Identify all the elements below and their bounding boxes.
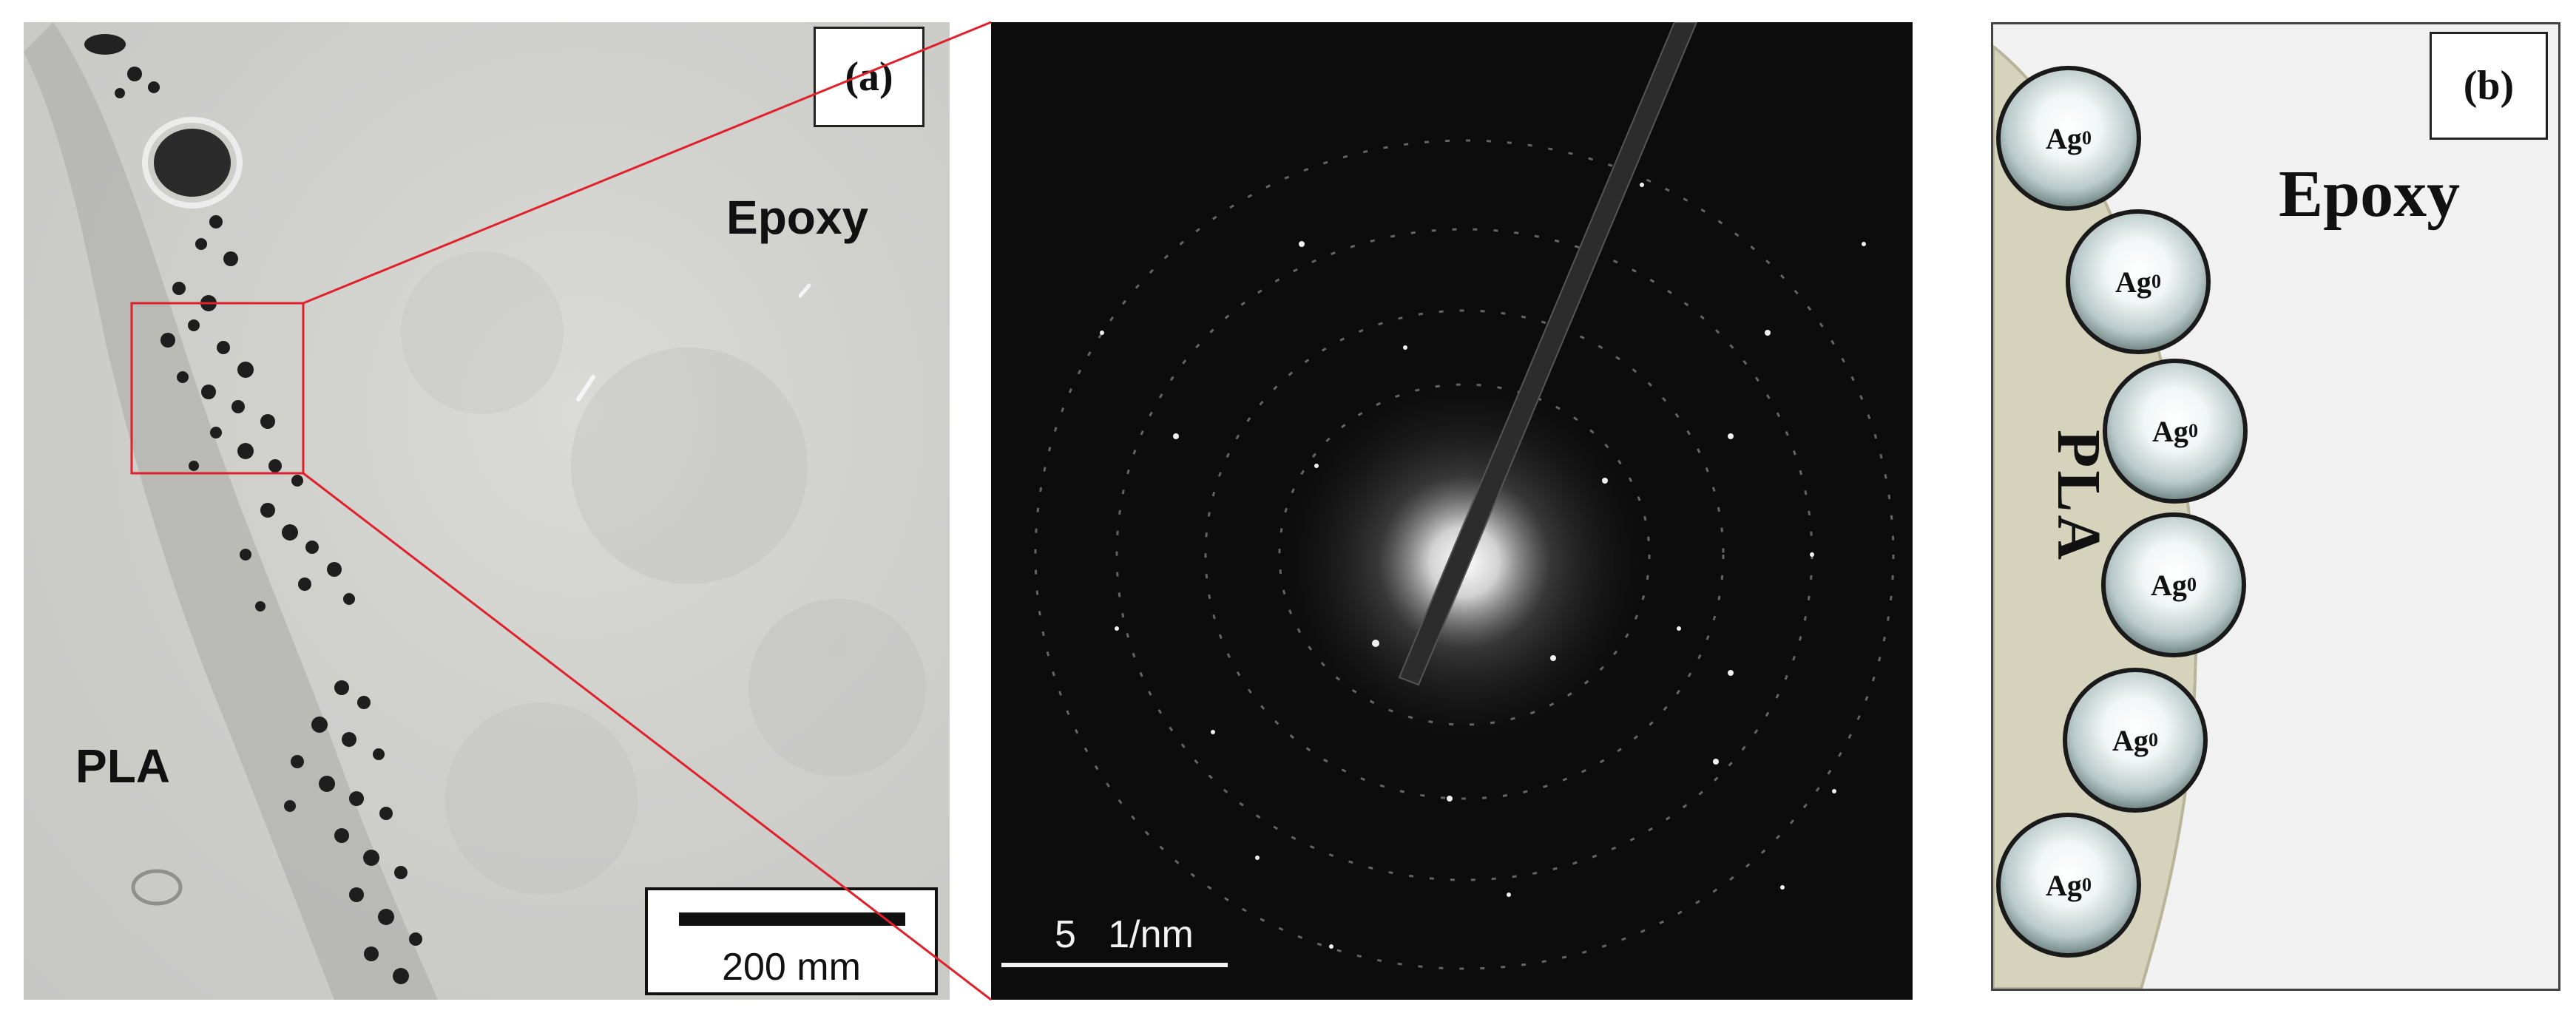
- particle-symbol: Ag: [2152, 414, 2188, 448]
- saed-diffraction-pattern: 5 1/nm: [991, 22, 1913, 1000]
- particle-symbol: Ag: [2115, 265, 2151, 299]
- epoxy-region-label: Epoxy: [2279, 158, 2461, 231]
- particle-symbol: Ag: [2151, 568, 2187, 602]
- tem-micrograph: Epoxy PLA (a) 200 mm: [24, 22, 950, 1000]
- saed-scale-bar-text: 5 1/nm: [1055, 913, 1194, 956]
- silver-nanoparticle: Ag 0: [2101, 512, 2246, 657]
- pla-region-label: PLA: [2044, 430, 2113, 563]
- diffraction-rings: [1034, 22, 1895, 970]
- silver-nanoparticle: Ag 0: [2103, 359, 2248, 504]
- particle-symbol: Ag: [2046, 868, 2082, 902]
- silver-nanoparticle: Ag 0: [1996, 66, 2141, 211]
- pla-region-label: PLA: [75, 739, 170, 793]
- tem-texture: [24, 22, 926, 1000]
- particle-symbol: Ag: [2112, 723, 2149, 757]
- particle-symbol: Ag: [2046, 121, 2082, 155]
- silver-nanoparticle: Ag 0: [2063, 668, 2208, 813]
- scale-bar-box: 200 mm: [645, 887, 938, 995]
- saed-scale-bar: [1001, 963, 1228, 967]
- silver-nanoparticle: Ag 0: [2066, 209, 2211, 354]
- silver-nanoparticle: Ag 0: [1996, 813, 2141, 958]
- epoxy-region-label: Epoxy: [726, 191, 869, 244]
- interface-schematic: (b) Epoxy PLA Ag 0 Ag 0 Ag 0 Ag 0 Ag 0 Ag 0: [1991, 22, 2560, 991]
- scale-bar-text: 200 mm: [722, 946, 861, 989]
- scale-bar: [679, 912, 905, 926]
- panel-a-label: (a): [814, 27, 924, 127]
- panel-b-label: (b): [2430, 32, 2548, 140]
